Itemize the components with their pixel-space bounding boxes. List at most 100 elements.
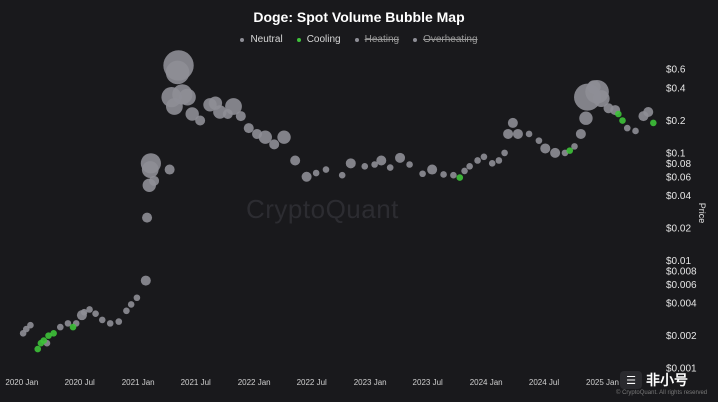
neutral-bubble bbox=[632, 127, 639, 135]
neutral-bubble bbox=[149, 175, 160, 186]
neutral-bubble bbox=[243, 123, 254, 134]
neutral-bubble bbox=[503, 128, 514, 139]
neutral-bubble bbox=[480, 153, 488, 161]
neutral-bubble bbox=[474, 157, 481, 164]
x-tick-label: 2021 Jan bbox=[122, 378, 155, 387]
y-tick-label: $0.004 bbox=[666, 299, 697, 310]
neutral-bubble bbox=[623, 124, 631, 132]
y-tick-label: $0.01 bbox=[666, 256, 691, 267]
y-tick-label: $0.06 bbox=[666, 172, 691, 183]
cooling-bubble bbox=[40, 337, 48, 344]
legend-dot-icon bbox=[240, 37, 245, 42]
neutral-bubble bbox=[164, 164, 175, 175]
x-tick-label: 2025 Jan bbox=[586, 378, 619, 387]
neutral-bubble bbox=[592, 90, 610, 107]
y-tick-label: $0.1 bbox=[666, 148, 686, 159]
neutral-bubble bbox=[461, 167, 468, 175]
neutral-bubble bbox=[98, 316, 106, 324]
neutral-bubble bbox=[535, 137, 543, 144]
neutral-bubble bbox=[23, 325, 30, 333]
neutral-bubble bbox=[322, 166, 330, 173]
y-axis-title: Price bbox=[697, 203, 707, 224]
cooling-bubble bbox=[619, 117, 626, 124]
cooling-bubble bbox=[34, 345, 42, 353]
neutral-bubble bbox=[277, 130, 291, 144]
neutral-bubble bbox=[345, 158, 356, 169]
neutral-bubble bbox=[27, 321, 34, 329]
x-tick-label: 2020 Jan bbox=[5, 378, 38, 387]
cooling-bubble bbox=[456, 174, 464, 181]
neutral-bubble bbox=[495, 157, 503, 164]
y-tick-label: $0.008 bbox=[666, 266, 697, 277]
neutral-bubble bbox=[312, 169, 320, 177]
neutral-bubble bbox=[376, 155, 387, 166]
neutral-bubble bbox=[450, 171, 457, 179]
cooling-bubble bbox=[50, 330, 57, 337]
neutral-bubble bbox=[301, 171, 312, 182]
neutral-bubble bbox=[195, 115, 206, 126]
neutral-bubble bbox=[123, 307, 130, 315]
y-tick-label: $0.4 bbox=[666, 84, 686, 95]
neutral-bubble bbox=[395, 152, 406, 163]
neutral-bubble bbox=[140, 275, 151, 286]
neutral-bubble bbox=[512, 128, 523, 139]
neutral-bubble bbox=[575, 128, 586, 139]
neutral-bubble bbox=[127, 301, 135, 308]
x-tick-label: 2020 Jul bbox=[65, 378, 95, 387]
neutral-bubble bbox=[406, 161, 413, 168]
y-tick-label: $0.02 bbox=[666, 224, 691, 235]
neutral-bubble bbox=[371, 161, 378, 168]
neutral-bubble bbox=[133, 294, 141, 302]
neutral-bubble bbox=[235, 111, 246, 122]
neutral-bubble bbox=[269, 139, 280, 150]
legend-label: Heating bbox=[364, 34, 400, 45]
neutral-bubble bbox=[338, 171, 346, 179]
legend-dot-icon bbox=[413, 37, 418, 42]
neutral-bubble bbox=[427, 164, 438, 175]
x-tick-label: 2022 Jan bbox=[238, 378, 271, 387]
legend-item-cooling[interactable]: Cooling bbox=[296, 34, 341, 45]
neutral-bubble bbox=[290, 155, 301, 166]
neutral-bubble bbox=[185, 107, 199, 121]
neutral-bubble bbox=[361, 163, 369, 170]
copyright-notice: © CryptoQuant. All rights reserved bbox=[616, 390, 708, 396]
neutral-bubble bbox=[540, 143, 551, 154]
neutral-bubble bbox=[419, 170, 426, 178]
cooling-bubble bbox=[566, 147, 574, 154]
neutral-bubble bbox=[163, 50, 194, 81]
x-tick-label: 2024 Jan bbox=[470, 378, 503, 387]
legend-item-neutral[interactable]: Neutral bbox=[240, 34, 283, 45]
bubble-layer bbox=[19, 50, 657, 353]
legend-dot-icon bbox=[296, 37, 301, 42]
neutral-bubble bbox=[525, 130, 533, 138]
legend-item-overheating[interactable]: Overheating bbox=[413, 34, 478, 45]
neutral-bubble bbox=[440, 171, 447, 178]
neutral-bubble bbox=[92, 310, 99, 317]
neutral-bubble bbox=[501, 149, 508, 157]
x-tick-label: 2023 Jan bbox=[354, 378, 387, 387]
neutral-bubble bbox=[225, 98, 242, 115]
neutral-bubble bbox=[507, 117, 518, 128]
brand-logo-text: 非小号 bbox=[646, 372, 688, 388]
neutral-bubble bbox=[179, 88, 196, 106]
legend-label: Cooling bbox=[306, 34, 341, 45]
neutral-bubble bbox=[571, 143, 578, 150]
neutral-bubble bbox=[106, 320, 114, 327]
y-axis: $0.6 $0.4 $0.2 $0.1$0.08 $0.06 $0.04 $0.02 $0.0… bbox=[666, 65, 697, 375]
cooling-bubble bbox=[650, 119, 657, 127]
neutral-bubble bbox=[64, 320, 72, 327]
watermark: CryptoQuant bbox=[246, 194, 399, 224]
neutral-bubble bbox=[57, 323, 64, 331]
y-tick-label: $0.006 bbox=[666, 280, 697, 291]
y-tick-label: $0.04 bbox=[666, 191, 691, 202]
legend-item-heating[interactable]: Heating bbox=[354, 34, 400, 45]
neutral-bubble bbox=[86, 306, 93, 313]
legend-label: Neutral bbox=[250, 34, 283, 45]
cooling-bubble bbox=[69, 323, 77, 331]
logo-mark-icon: ☰ bbox=[620, 371, 642, 389]
y-tick-label: $0.002 bbox=[666, 331, 697, 342]
brand-logo: ☰ 非小号 bbox=[620, 370, 688, 390]
x-axis: 2020 Jan 2020 Jul 2021 Jan 2021 Jul 2022 Jan… bbox=[5, 378, 619, 387]
y-tick-label: $0.001 bbox=[666, 364, 697, 375]
